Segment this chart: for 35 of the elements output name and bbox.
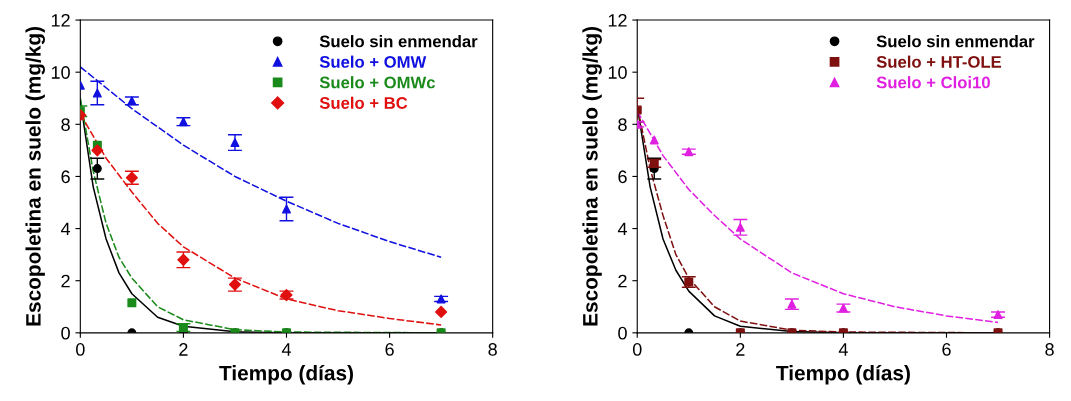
y-tick-label: 6 xyxy=(61,170,70,184)
y-tick-label: 2 xyxy=(61,274,70,288)
y-tick-label: 4 xyxy=(60,222,71,236)
y-tick-label: 10 xyxy=(608,66,627,79)
y-tick-label: 4 xyxy=(617,222,627,236)
x-tick-label: 4 xyxy=(281,343,291,356)
x-tick-label: 2 xyxy=(179,343,188,356)
x-tick-label: 0 xyxy=(632,343,642,356)
y-axis-title: Escopoletina en suelo (mg/kg) xyxy=(25,26,45,326)
x-tick-label: 4 xyxy=(838,343,848,356)
x-axis-title: Tiempo (días) xyxy=(776,364,910,385)
legend-label: Suelo + OMW xyxy=(319,55,427,68)
x-tick-label: 6 xyxy=(385,343,394,356)
y-axis-title: Escopoletina en suelo (mg/kg) xyxy=(582,26,602,326)
y-tick-label: 10 xyxy=(51,66,70,79)
legend-label: Suelo + HT-OLE xyxy=(876,55,1002,68)
legend-label: Suelo sin enmendar xyxy=(319,35,478,48)
y-tick-label: 8 xyxy=(61,118,70,132)
x-tick-label: 8 xyxy=(488,343,497,356)
y-tick-label: 6 xyxy=(618,170,627,184)
legend-label: Suelo + Cloi10 xyxy=(876,76,990,89)
x-tick-label: 8 xyxy=(1045,343,1054,356)
x-tick-label: 6 xyxy=(942,343,951,356)
y-tick-label: 8 xyxy=(618,118,627,132)
y-tick-label: 2 xyxy=(618,274,627,288)
y-tick-label: 0 xyxy=(61,326,70,340)
x-tick-label: 2 xyxy=(736,343,745,356)
x-axis-title: Tiempo (días) xyxy=(219,364,353,385)
y-tick-label: 12 xyxy=(51,13,70,27)
legend-label: Suelo + OMWc xyxy=(319,76,436,89)
y-tick-label: 0 xyxy=(618,326,627,340)
legend-label: Suelo + BC xyxy=(319,96,408,109)
legend-label: Suelo sin enmendar xyxy=(876,35,1035,48)
y-tick-label: 12 xyxy=(608,13,627,27)
x-tick-label: 0 xyxy=(76,343,85,356)
